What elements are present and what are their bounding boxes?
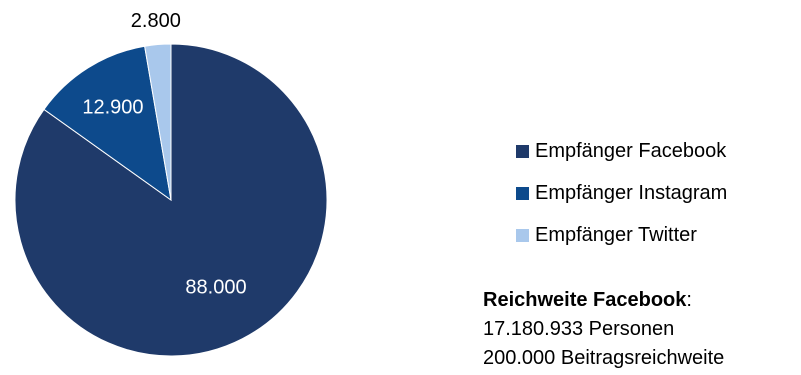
legend-swatch-instagram bbox=[516, 186, 529, 200]
reach-note-title: Reichweite Facebook bbox=[483, 289, 687, 311]
legend-swatch-facebook bbox=[516, 144, 529, 158]
legend-item-twitter: Empfänger Twitter bbox=[516, 223, 727, 246]
data-label-facebook: 88.000 bbox=[185, 276, 246, 298]
data-label-twitter: 2.800 bbox=[131, 10, 181, 32]
reach-note-title-line: Reichweite Facebook: bbox=[483, 286, 724, 315]
legend-item-facebook: Empfänger Facebook bbox=[516, 139, 727, 162]
legend-label-twitter: Empfänger Twitter bbox=[535, 223, 697, 246]
legend-label-facebook: Empfänger Facebook bbox=[535, 139, 727, 162]
pie-slice-twitter bbox=[144, 43, 172, 201]
data-label-instagram: 12.900 bbox=[82, 97, 143, 119]
legend-swatch-twitter bbox=[516, 228, 529, 242]
legend-item-instagram: Empfänger Instagram bbox=[516, 181, 728, 204]
reach-note-colon: : bbox=[686, 289, 692, 311]
pie-slice-instagram bbox=[43, 45, 172, 202]
reach-note-post-reach: 200.000 Beitragsreichweite bbox=[483, 347, 725, 369]
legend-label-instagram: Empfänger Instagram bbox=[535, 181, 728, 204]
reach-note: Reichweite Facebook: 17.180.933 Personen… bbox=[483, 286, 724, 373]
chart-legend: Empfänger Facebook Empfänger Instagram E… bbox=[516, 139, 728, 267]
reach-note-persons: 17.180.933 Personen bbox=[483, 318, 675, 340]
